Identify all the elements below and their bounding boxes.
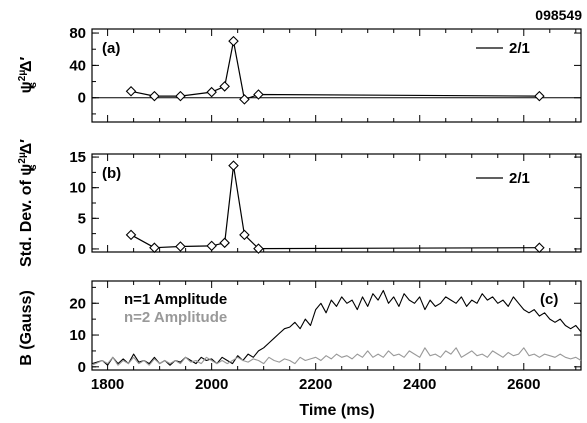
- panel-a-label: (a): [102, 40, 120, 57]
- data-point-a-6: [239, 94, 250, 105]
- data-point-a-7: [253, 89, 264, 100]
- figure-id: 098549: [535, 7, 582, 23]
- y-tick-label-b-3: 15: [69, 149, 86, 166]
- panel-a-frame: [91, 28, 582, 123]
- x-axis-label: Time (ms): [299, 402, 374, 419]
- panel-c-label: (c): [540, 291, 558, 308]
- x-tick-label-2000: 2000: [195, 376, 228, 393]
- series-line-c-0: [91, 289, 582, 366]
- panel-b-frame: [91, 153, 582, 253]
- data-point-b-7: [253, 243, 264, 254]
- data-point-b-4: [219, 237, 230, 249]
- panel-b-legend: 2/1: [476, 170, 530, 187]
- panel-a-legend-text: 2/1: [509, 40, 530, 57]
- panel-c-frame: [91, 280, 582, 371]
- data-point-a-8: [534, 90, 545, 102]
- x-tick-label-2400: 2400: [403, 376, 436, 393]
- data-point-b-5: [228, 160, 239, 171]
- data-point-a-4: [219, 81, 230, 92]
- data-point-b-8: [534, 242, 545, 253]
- data-point-a-1: [149, 90, 160, 102]
- y-tick-label-b-2: 10: [69, 180, 86, 197]
- x-tick-label-2600: 2600: [507, 376, 540, 393]
- panel-c: 0 10 20 n=1 Amplitude n=2 Amplitude (c) B …: [18, 280, 582, 376]
- panel-c-axes: 0 10 20: [69, 281, 581, 376]
- y-tick-label-c-1: 10: [69, 327, 86, 344]
- x-tick-labels: 1800 2000 2200 2400 2600: [91, 376, 541, 393]
- y-tick-label-a-1: 40: [69, 57, 86, 74]
- y-tick-label-b-0: 0: [78, 241, 86, 258]
- x-tick-label-2200: 2200: [299, 376, 332, 393]
- panel-c-legend-n2: n=2 Amplitude: [124, 309, 227, 326]
- data-point-b-1: [149, 242, 160, 253]
- panel-b-ylabel: Std. Dev. of ψ2μsΔ′: [17, 139, 39, 267]
- panel-c-plot: [91, 289, 582, 366]
- y-tick-label-a-0: 0: [78, 90, 86, 107]
- panel-a-axes: 0 40 80: [69, 25, 581, 122]
- data-point-b-6: [239, 229, 250, 241]
- y-tick-label-c-2: 20: [69, 295, 86, 312]
- x-tick-label-1800: 1800: [91, 376, 124, 393]
- panel-c-legend-n1: n=1 Amplitude: [124, 291, 227, 308]
- y-tick-label-c-0: 0: [78, 359, 86, 376]
- panel-b-axes: 0 5 10 15: [69, 149, 581, 258]
- data-point-a-2: [175, 90, 186, 102]
- y-tick-label-a-2: 80: [69, 25, 86, 42]
- panel-a: 0 40 80 (a) 2/1 ψ2μsΔ′: [17, 25, 582, 123]
- y-tick-label-b-1: 5: [78, 210, 86, 227]
- panel-b: 0 5 10 15 (b) 2/1 Std. Dev. of ψ2μsΔ′: [17, 139, 582, 267]
- data-point-b-2: [175, 241, 186, 252]
- data-point-a-5: [228, 35, 239, 47]
- panel-b-label: (b): [102, 165, 121, 182]
- panel-b-plot: [125, 160, 545, 254]
- data-point-b-0: [125, 229, 137, 241]
- panel-b-legend-text: 2/1: [509, 170, 530, 187]
- panel-c-ylabel: B (Gauss): [18, 290, 35, 366]
- data-point-b-3: [206, 240, 217, 252]
- panel-a-plot: [125, 35, 545, 105]
- series-line-a-0: [130, 40, 540, 101]
- series-line-c-1: [91, 347, 582, 366]
- panel-a-legend: 2/1: [476, 40, 530, 57]
- panel-a-ylabel: ψ2μsΔ′: [17, 57, 39, 94]
- data-point-a-3: [206, 86, 217, 98]
- data-point-a-0: [125, 85, 137, 97]
